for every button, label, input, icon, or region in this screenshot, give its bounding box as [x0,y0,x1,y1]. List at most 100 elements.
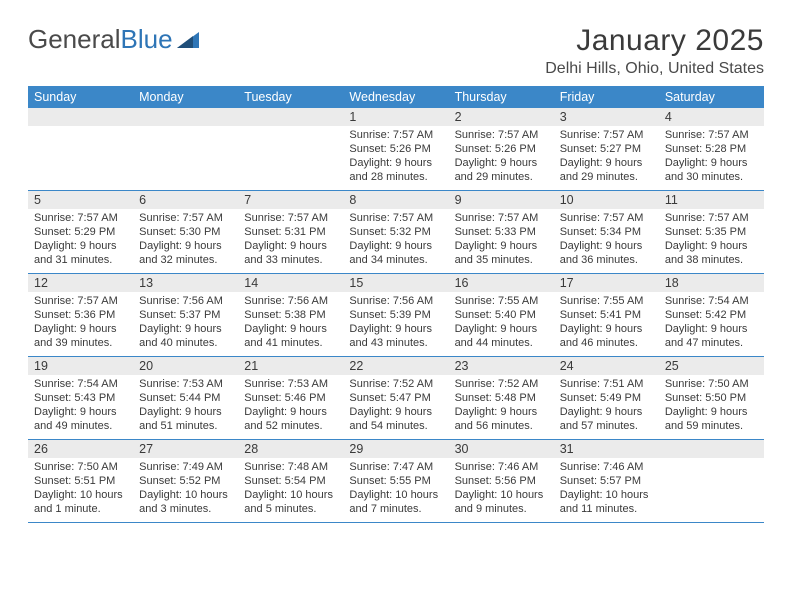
day-number: 30 [449,440,554,458]
sunset: Sunset: 5:30 PM [139,225,232,239]
calendar-cell: 21Sunrise: 7:53 AMSunset: 5:46 PMDayligh… [238,357,343,439]
calendar-cell: 31 Sunrise: 7:46 AMSunset: 5:57 PMDayligh… [554,440,659,522]
day-details: Sunrise: 7:56 AMSunset: 5:38 PMDaylight:… [238,292,343,354]
day-number: 31 [554,440,659,458]
sunset: Sunset: 5:26 PM [349,142,442,156]
daylight: Daylight: 9 hours and 33 minutes. [244,239,337,267]
day-number: 13 [133,274,238,292]
sunrise: Sunrise: 7:54 AM [665,294,758,308]
sunrise: Sunrise: 7:52 AM [455,377,548,391]
month-title: January 2025 [545,24,764,58]
day-number: 3 [554,108,659,126]
calendar: SundayMondayTuesdayWednesdayThursdayFrid… [28,86,764,523]
day-header: Saturday [659,86,764,108]
daylight: Daylight: 9 hours and 41 minutes. [244,322,337,350]
day-details: Sunrise: 7:49 AMSunset: 5:52 PMDaylight:… [133,458,238,520]
calendar-cell: 25Sunrise: 7:50 AMSunset: 5:50 PMDayligh… [659,357,764,439]
daylight: Daylight: 9 hours and 46 minutes. [560,322,653,350]
daylight: Daylight: 9 hours and 57 minutes. [560,405,653,433]
sunrise: Sunrise: 7:57 AM [665,128,758,142]
week-row: 19Sunrise: 7:54 AMSunset: 5:43 PMDayligh… [28,357,764,440]
day-number [28,108,133,126]
day-number: 6 [133,191,238,209]
sunset: Sunset: 5:26 PM [455,142,548,156]
day-number: 9 [449,191,554,209]
day-number: 28 [238,440,343,458]
sunrise: Sunrise: 7:57 AM [349,211,442,225]
sunrise: Sunrise: 7:48 AM [244,460,337,474]
calendar-page: GeneralBlue January 2025 Delhi Hills, Oh… [0,0,792,543]
day-details: Sunrise: 7:50 AMSunset: 5:50 PMDaylight:… [659,375,764,437]
day-details: Sunrise: 7:57 AMSunset: 5:26 PMDaylight:… [449,126,554,188]
sunrise: Sunrise: 7:55 AM [560,294,653,308]
sunset: Sunset: 5:48 PM [455,391,548,405]
daylight: Daylight: 10 hours and 11 minutes. [560,488,653,516]
calendar-cell [28,108,133,190]
sunset: Sunset: 5:38 PM [244,308,337,322]
sunset: Sunset: 5:51 PM [34,474,127,488]
daylight: Daylight: 9 hours and 31 minutes. [34,239,127,267]
calendar-cell: 13Sunrise: 7:56 AMSunset: 5:37 PMDayligh… [133,274,238,356]
sunset: Sunset: 5:29 PM [34,225,127,239]
day-details: Sunrise: 7:56 AMSunset: 5:39 PMDaylight:… [343,292,448,354]
calendar-cell: 10Sunrise: 7:57 AMSunset: 5:34 PMDayligh… [554,191,659,273]
day-details: Sunrise: 7:54 AMSunset: 5:42 PMDaylight:… [659,292,764,354]
sunrise: Sunrise: 7:50 AM [34,460,127,474]
calendar-cell: 20Sunrise: 7:53 AMSunset: 5:44 PMDayligh… [133,357,238,439]
sunrise: Sunrise: 7:47 AM [349,460,442,474]
daylight: Daylight: 9 hours and 32 minutes. [139,239,232,267]
sunset: Sunset: 5:33 PM [455,225,548,239]
calendar-cell: 2Sunrise: 7:57 AMSunset: 5:26 PMDaylight… [449,108,554,190]
daylight: Daylight: 9 hours and 39 minutes. [34,322,127,350]
logo-text-a: General [28,24,121,55]
sunrise: Sunrise: 7:56 AM [139,294,232,308]
day-header: Monday [133,86,238,108]
calendar-cell [659,440,764,522]
calendar-cell: 16Sunrise: 7:55 AMSunset: 5:40 PMDayligh… [449,274,554,356]
day-number: 14 [238,274,343,292]
day-number: 20 [133,357,238,375]
daylight: Daylight: 9 hours and 54 minutes. [349,405,442,433]
sunrise: Sunrise: 7:57 AM [455,211,548,225]
calendar-cell: 4Sunrise: 7:57 AMSunset: 5:28 PMDaylight… [659,108,764,190]
sunrise: Sunrise: 7:55 AM [455,294,548,308]
day-header-row: SundayMondayTuesdayWednesdayThursdayFrid… [28,86,764,108]
sunset: Sunset: 5:52 PM [139,474,232,488]
week-row: 12Sunrise: 7:57 AMSunset: 5:36 PMDayligh… [28,274,764,357]
sunrise: Sunrise: 7:52 AM [349,377,442,391]
daylight: Daylight: 10 hours and 7 minutes. [349,488,442,516]
sunrise: Sunrise: 7:54 AM [34,377,127,391]
day-number: 22 [343,357,448,375]
sunrise: Sunrise: 7:51 AM [560,377,653,391]
daylight: Daylight: 9 hours and 47 minutes. [665,322,758,350]
calendar-cell: 11Sunrise: 7:57 AMSunset: 5:35 PMDayligh… [659,191,764,273]
sunset: Sunset: 5:37 PM [139,308,232,322]
sunset: Sunset: 5:50 PM [665,391,758,405]
day-details: Sunrise: 7:57 AMSunset: 5:29 PMDaylight:… [28,209,133,271]
daylight: Daylight: 9 hours and 59 minutes. [665,405,758,433]
sunset: Sunset: 5:40 PM [455,308,548,322]
day-details: Sunrise: 7:57 AMSunset: 5:32 PMDaylight:… [343,209,448,271]
week-row: 26Sunrise: 7:50 AMSunset: 5:51 PMDayligh… [28,440,764,523]
sunset: Sunset: 5:57 PM [560,474,653,488]
day-details: Sunrise: 7:57 AMSunset: 5:34 PMDaylight:… [554,209,659,271]
day-details: Sunrise: 7:52 AMSunset: 5:48 PMDaylight:… [449,375,554,437]
day-details: Sunrise: 7:57 AMSunset: 5:28 PMDaylight:… [659,126,764,188]
header: GeneralBlue January 2025 Delhi Hills, Oh… [28,24,764,78]
sunrise: Sunrise: 7:57 AM [560,128,653,142]
day-details: Sunrise: 7:57 AMSunset: 5:30 PMDaylight:… [133,209,238,271]
sunrise: Sunrise: 7:57 AM [560,211,653,225]
sunset: Sunset: 5:31 PM [244,225,337,239]
calendar-cell: 3Sunrise: 7:57 AMSunset: 5:27 PMDaylight… [554,108,659,190]
calendar-cell: 1Sunrise: 7:57 AMSunset: 5:26 PMDaylight… [343,108,448,190]
daylight: Daylight: 10 hours and 1 minute. [34,488,127,516]
sunset: Sunset: 5:27 PM [560,142,653,156]
daylight: Daylight: 9 hours and 51 minutes. [139,405,232,433]
day-details: Sunrise: 7:53 AMSunset: 5:44 PMDaylight:… [133,375,238,437]
calendar-cell: 22Sunrise: 7:52 AMSunset: 5:47 PMDayligh… [343,357,448,439]
sunset: Sunset: 5:44 PM [139,391,232,405]
title-block: January 2025 Delhi Hills, Ohio, United S… [545,24,764,78]
sunrise: Sunrise: 7:46 AM [455,460,548,474]
sunrise: Sunrise: 7:46 AM [560,460,653,474]
day-number [659,440,764,458]
